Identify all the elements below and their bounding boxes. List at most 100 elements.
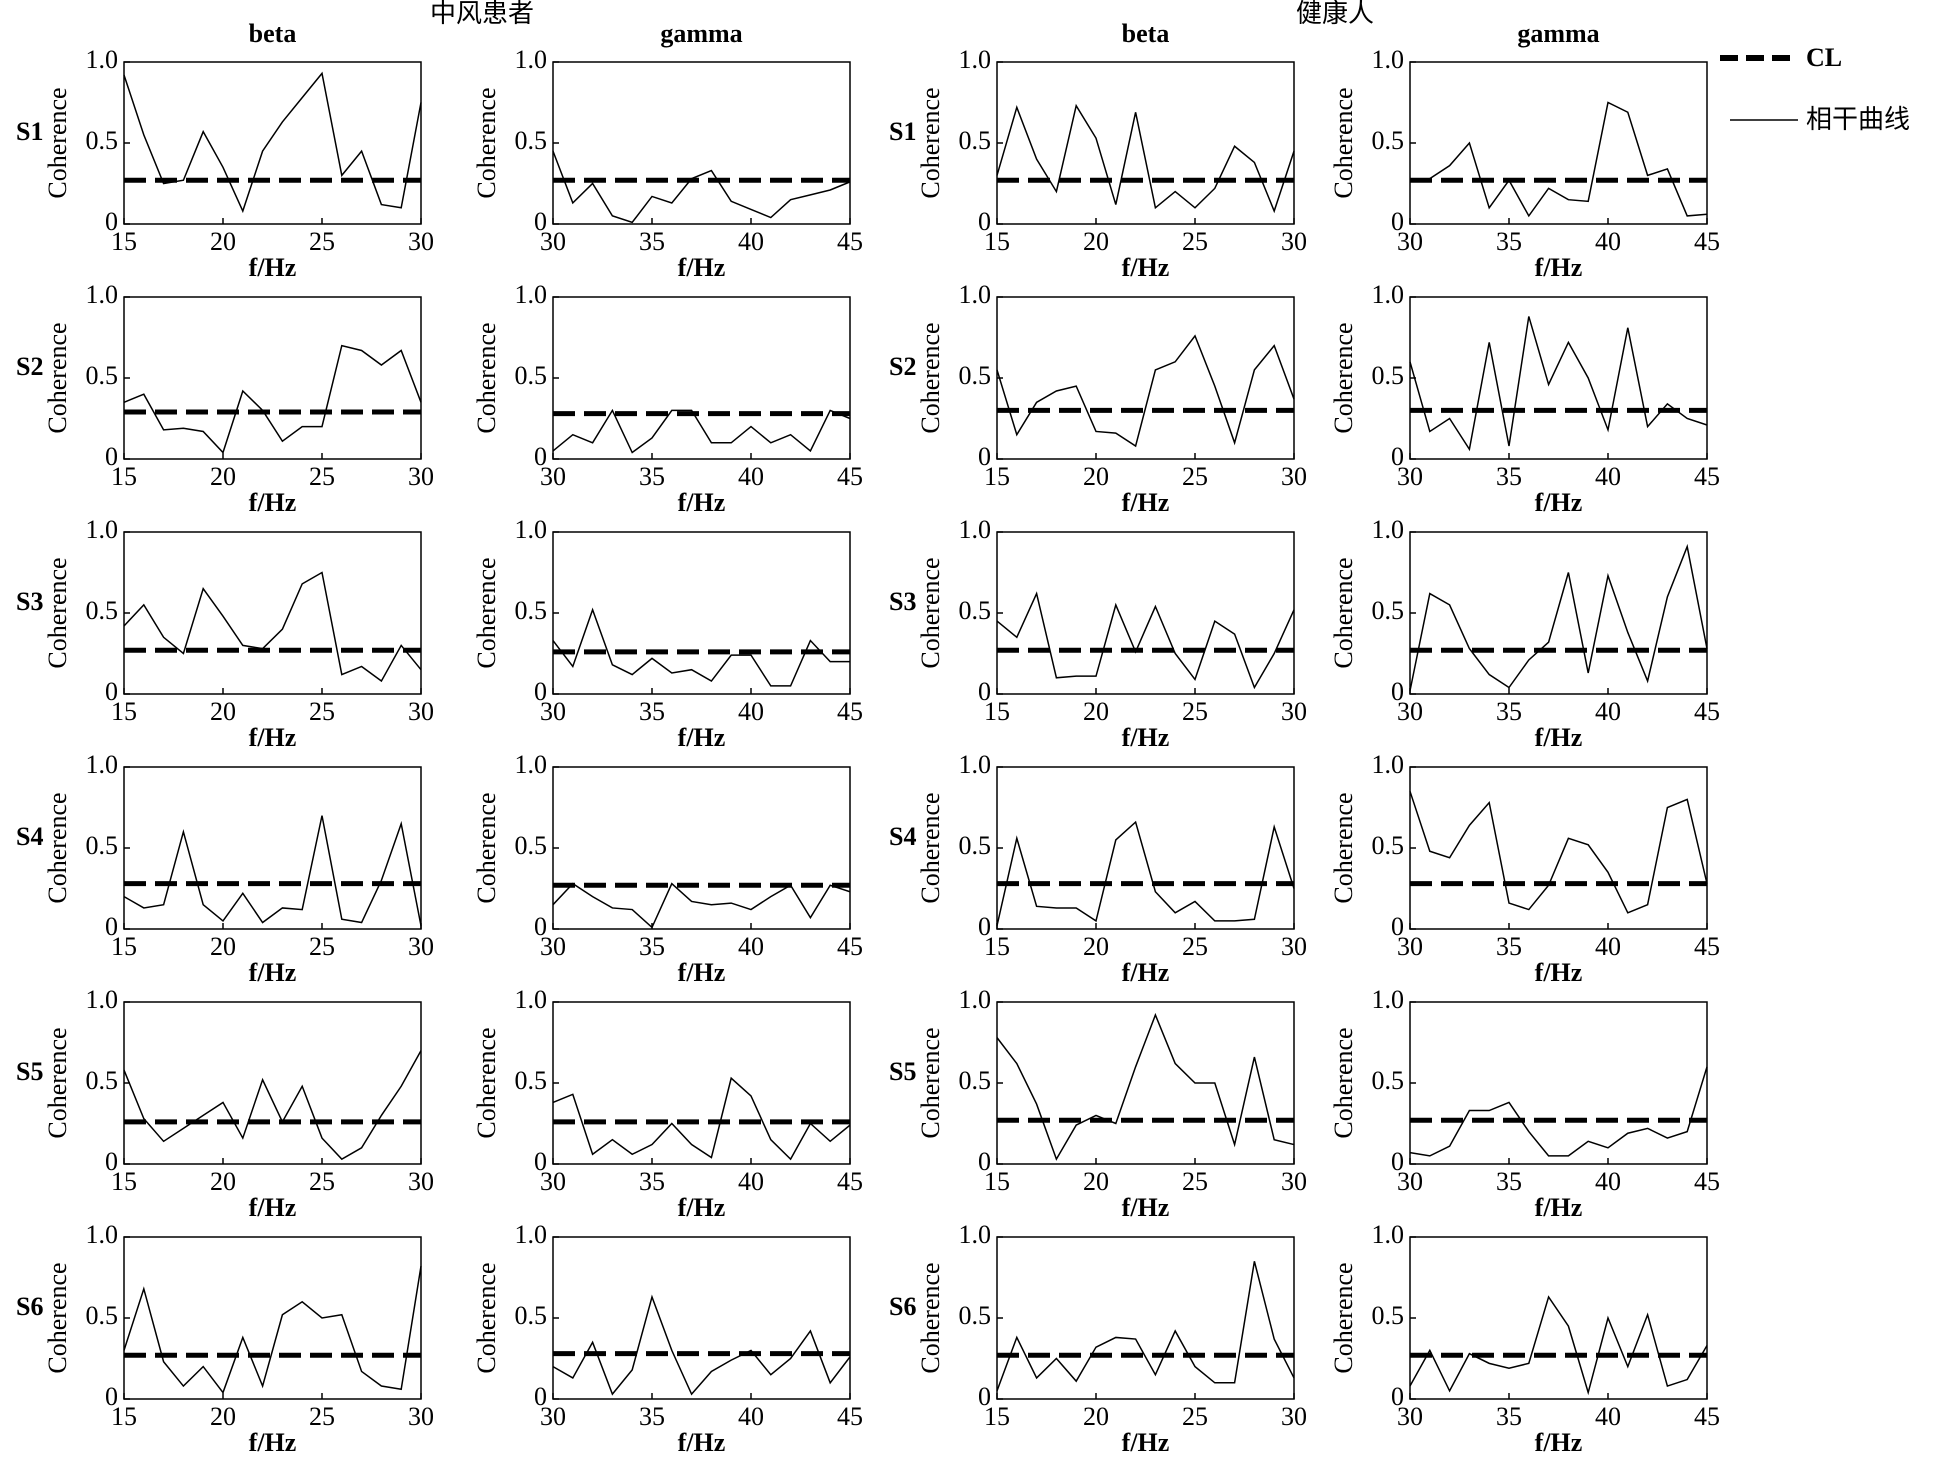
x-axis-label: f/Hz [1535,1193,1583,1222]
plot-frame [552,1001,851,1165]
y-tick-label: 1.0 [86,985,119,1014]
y-axis-label: Coherence [472,557,501,668]
y-axis-label: Coherence [43,1262,72,1373]
plot-frame [1409,766,1708,930]
x-tick-label: 45 [1694,462,1720,491]
plot-frame [552,531,851,695]
y-tick-label: 0 [978,912,991,941]
y-tick-label: 1.0 [86,1220,119,1249]
x-tick-label: 30 [1281,1167,1307,1196]
x-tick-label: 20 [210,932,236,961]
y-tick-label: 0.5 [515,1301,548,1330]
x-tick-label: 40 [738,462,764,491]
plot-frame [552,766,851,930]
row-label: S5 [889,1057,916,1086]
group-title: 健康人 [1296,0,1374,28]
y-tick-label: 1.0 [515,45,548,74]
coherence-line [996,820,1295,926]
y-tick-label: 0 [1391,207,1404,236]
y-tick-label: 0.5 [1372,1066,1405,1095]
coherence-line [123,1266,422,1395]
x-tick-label: 30 [540,932,566,961]
y-tick-label: 1.0 [1372,750,1405,779]
plot-frame [123,766,422,930]
subplot-title: gamma [1517,19,1599,48]
x-tick-label: 15 [111,1167,137,1196]
x-tick-label: 30 [1397,227,1423,256]
y-tick-label: 0 [534,207,547,236]
y-tick-label: 0 [1391,442,1404,471]
y-axis-label: Coherence [472,322,501,433]
x-tick-label: 15 [111,932,137,961]
group-title: 中风患者 [430,0,534,28]
y-tick-label: 1.0 [515,750,548,779]
x-tick-label: 20 [1083,227,1109,256]
x-axis-label: f/Hz [678,723,726,752]
x-tick-label: 20 [210,697,236,726]
subplot-title: gamma [660,19,742,48]
coherence-line [1409,543,1708,691]
coherence-line [1409,316,1708,452]
x-tick-label: 40 [1595,697,1621,726]
x-tick-label: 30 [408,697,434,726]
x-tick-label: 45 [837,227,863,256]
y-tick-label: 1.0 [86,45,119,74]
x-axis-label: f/Hz [1122,723,1170,752]
y-tick-label: 1.0 [1372,45,1405,74]
x-tick-label: 25 [1182,932,1208,961]
coherence-line [552,882,851,929]
y-tick-label: 0.5 [515,831,548,860]
y-axis-label: Coherence [472,1027,501,1138]
x-tick-label: 30 [540,1402,566,1431]
x-tick-label: 35 [639,1167,665,1196]
x-tick-label: 15 [984,697,1010,726]
y-axis-label: Coherence [1329,1262,1358,1373]
y-tick-label: 1.0 [959,515,992,544]
y-tick-label: 0 [105,912,118,941]
x-tick-label: 20 [210,1167,236,1196]
subplot-title: beta [249,19,297,48]
x-tick-label: 40 [1595,462,1621,491]
x-tick-label: 15 [984,932,1010,961]
y-tick-label: 1.0 [959,985,992,1014]
y-tick-label: 0.5 [959,831,992,860]
y-tick-label: 0 [978,1147,991,1176]
y-tick-label: 0 [978,207,991,236]
x-tick-label: 25 [1182,697,1208,726]
x-tick-label: 30 [1397,462,1423,491]
coherence-line [996,591,1295,690]
x-tick-label: 20 [210,227,236,256]
x-tick-label: 20 [1083,462,1109,491]
x-tick-label: 25 [309,227,335,256]
y-tick-label: 0.5 [86,126,119,155]
y-tick-label: 0 [1391,912,1404,941]
plot-frame [123,1236,422,1400]
coherence-line [123,571,422,683]
row-label: S2 [16,352,43,381]
x-tick-label: 25 [309,697,335,726]
x-tick-label: 45 [1694,697,1720,726]
y-tick-label: 0 [978,442,991,471]
x-tick-label: 25 [309,1167,335,1196]
x-tick-label: 35 [1496,932,1522,961]
x-tick-label: 40 [1595,227,1621,256]
x-axis-label: f/Hz [249,1193,297,1222]
y-tick-label: 0 [105,1382,118,1411]
row-label: S4 [16,822,43,851]
x-axis-label: f/Hz [1535,1428,1583,1457]
y-axis-label: Coherence [1329,792,1358,903]
x-axis-label: f/Hz [1535,723,1583,752]
plot-frame [1409,1001,1708,1165]
coherence-line [552,1076,851,1161]
plot-frame [123,296,422,460]
y-axis-label: Coherence [43,87,72,198]
plot-frame [123,61,422,225]
y-axis-label: Coherence [472,1262,501,1373]
x-tick-label: 45 [837,1402,863,1431]
y-axis-label: Coherence [916,557,945,668]
x-axis-label: f/Hz [249,723,297,752]
y-tick-label: 1.0 [1372,280,1405,309]
plot-frame [996,1236,1295,1400]
x-tick-label: 30 [1397,697,1423,726]
